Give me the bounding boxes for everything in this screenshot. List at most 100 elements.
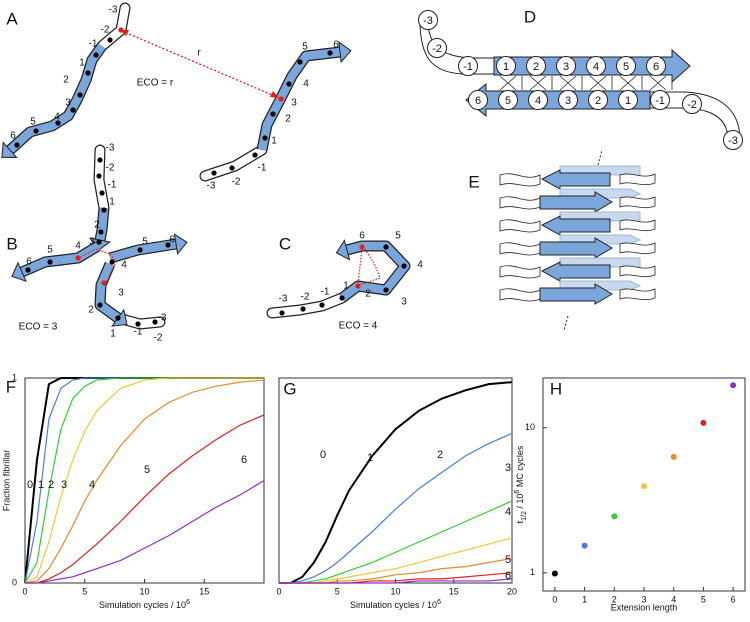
residue-dot xyxy=(93,52,99,58)
y-axis-label: t1/2 / 106 MC cycles xyxy=(514,445,528,523)
residue-dot xyxy=(211,170,217,176)
sheet-strand xyxy=(539,191,613,213)
sheet-tail xyxy=(499,173,541,187)
residue-label: 5 xyxy=(505,95,511,107)
y-axis-label-part: t xyxy=(515,520,525,523)
series-label: 2 xyxy=(48,479,54,491)
residue-label: 4 xyxy=(121,260,127,271)
residue-dot xyxy=(252,152,258,158)
y-tick-label: 0 xyxy=(12,577,17,587)
residue-label: -1 xyxy=(258,163,267,174)
distance-arrow xyxy=(121,30,278,98)
sheet-tail xyxy=(499,265,541,279)
residue-label: 1 xyxy=(271,136,277,147)
y-axis-label-part: MC cycles xyxy=(515,445,525,490)
distance-label: r xyxy=(197,48,201,59)
residue-label: 4 xyxy=(417,260,423,271)
strand-core xyxy=(7,43,106,154)
residue-label: 2 xyxy=(285,114,291,125)
x-tick-label: 10 xyxy=(139,586,149,596)
sheet-tail xyxy=(619,173,656,186)
residue-label: 3 xyxy=(89,237,95,248)
residue-dot xyxy=(286,81,292,87)
residue-label: 4 xyxy=(303,79,309,90)
strand-core xyxy=(95,262,121,322)
residue-dot xyxy=(33,128,39,134)
residue-label: -1 xyxy=(655,95,665,107)
residue-label: 2 xyxy=(94,220,100,231)
panel-letter: G xyxy=(283,379,296,398)
residue-label: 3 xyxy=(565,95,571,107)
strand-arrowhead xyxy=(335,239,351,261)
sheet-tail xyxy=(619,288,656,301)
x-tick-label: 5 xyxy=(335,586,340,596)
y-axis-label: Fraction fibrillar xyxy=(1,450,11,512)
residue-circle xyxy=(588,90,608,110)
residue-label: 5 xyxy=(623,61,629,73)
residue-label: 2 xyxy=(533,61,539,73)
series-line xyxy=(279,432,513,584)
x-axis-label-text: Simulation cycles / 10 xyxy=(350,600,437,610)
y-axis-label-part: / 10 xyxy=(515,494,525,512)
residue-label: 4 xyxy=(535,95,541,107)
point xyxy=(700,419,707,426)
panel-letter: A xyxy=(6,9,18,28)
y-axis-label-part: 6 xyxy=(514,490,521,494)
residue-dot xyxy=(109,259,115,265)
residue-label: 5 xyxy=(395,231,401,242)
residue-circle xyxy=(558,90,578,110)
residue-label: -3 xyxy=(109,5,118,16)
residue-dot xyxy=(101,280,107,286)
sheet-axis xyxy=(563,315,569,331)
y-tick-label: 10 xyxy=(525,422,535,432)
series-label: 1 xyxy=(367,452,373,464)
sheet-tail xyxy=(499,219,541,233)
residue-label: 6 xyxy=(333,40,339,51)
residue-label: -2 xyxy=(301,292,310,303)
x-tick-label: 20 xyxy=(507,586,517,596)
residue-label: 1 xyxy=(110,329,116,340)
series-label: 5 xyxy=(144,464,150,476)
panel-letter: H xyxy=(550,379,562,398)
strand-arrowhead xyxy=(338,41,352,64)
residue-circle xyxy=(618,90,638,110)
y-tick-label: 1 xyxy=(12,372,17,382)
residue-dot xyxy=(152,319,158,325)
residue-circle xyxy=(418,10,438,30)
residue-label: 4 xyxy=(75,241,81,252)
residue-dot xyxy=(383,287,389,293)
sheet-tail xyxy=(499,242,541,256)
residue-circle xyxy=(526,56,546,76)
residue-circle xyxy=(498,90,518,110)
residue-label: 6 xyxy=(653,61,659,73)
x-tick-label: 3 xyxy=(641,594,646,604)
residue-dot xyxy=(47,259,53,265)
panel-letter: F xyxy=(6,377,16,396)
residue-dot xyxy=(165,242,171,248)
residue-label: -2 xyxy=(106,163,115,174)
series-line xyxy=(24,379,265,584)
residue-label: 6 xyxy=(26,257,32,268)
residue-dot xyxy=(77,92,83,98)
point xyxy=(730,382,737,389)
residue-label: 6 xyxy=(10,131,16,142)
residue-dot xyxy=(300,306,306,312)
strand-arrowhead xyxy=(11,261,27,283)
residue-circle xyxy=(528,90,548,110)
series-line xyxy=(24,377,264,584)
residue-dot xyxy=(279,310,285,316)
residue-label: 2 xyxy=(365,289,371,300)
eco-label: ECO = 3 xyxy=(19,322,58,333)
residue-label: 5 xyxy=(47,245,53,256)
residue-circle xyxy=(646,56,666,76)
sheet-tail xyxy=(499,288,541,302)
residue-dot xyxy=(339,295,345,301)
residue-label: 1 xyxy=(503,61,509,73)
hbond xyxy=(529,75,547,91)
residue-dot xyxy=(115,315,121,321)
residue-label: 4 xyxy=(54,112,60,123)
residue-dot xyxy=(99,190,105,196)
series-label: 5 xyxy=(505,554,511,566)
residue-label: 6 xyxy=(359,231,365,242)
x-axis-label-sup: 6 xyxy=(186,599,190,606)
